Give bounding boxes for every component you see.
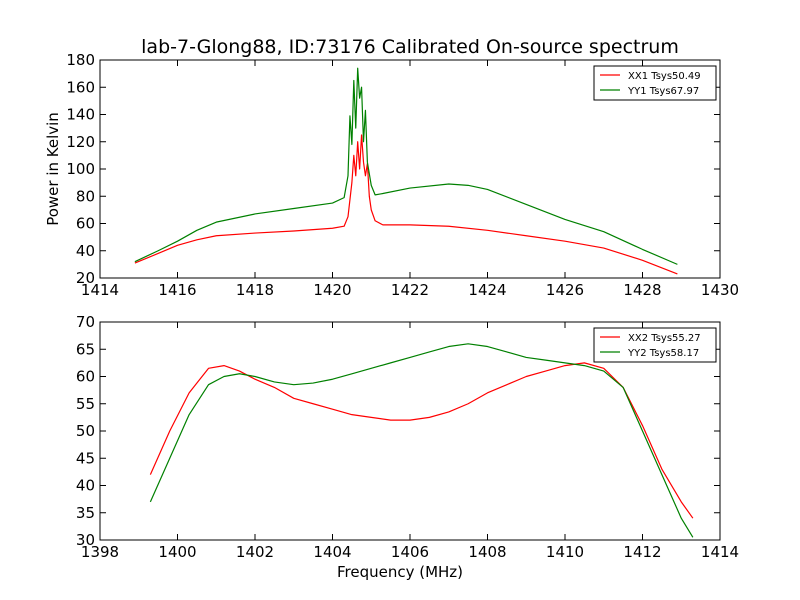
y-axis-label: Power in Kelvin (44, 112, 62, 226)
x-tick-label: 1426 (546, 281, 584, 299)
y-tick-label: 20 (76, 269, 95, 287)
x-tick-label: 1404 (313, 543, 351, 561)
y-tick-label: 35 (76, 504, 95, 522)
y-tick-label: 50 (76, 422, 95, 440)
x-tick-label: 1430 (701, 281, 739, 299)
y-tick-label: 80 (76, 187, 95, 205)
legend: XX1 Tsys50.49 YY1 Tsys67.97 (593, 65, 717, 101)
legend-entry: YY2 Tsys58.17 (627, 348, 699, 359)
top-axes: 1414 1416 1418 1420 1422 1424 1426 1428 1430 20 40… (44, 51, 739, 299)
x-tick-label: 1400 (158, 543, 196, 561)
x-tick-label: 1406 (391, 543, 429, 561)
y-tick-label: 120 (66, 133, 95, 151)
y-tick-label: 55 (76, 395, 95, 413)
legend-entry: YY1 Tsys67.97 (627, 86, 699, 97)
y-tick-label: 40 (76, 242, 95, 260)
series-line-1 (134, 134, 678, 275)
x-axis-label: Frequency (MHz) (337, 563, 463, 581)
x-tick-label: 1428 (623, 281, 661, 299)
series-line-1 (149, 362, 694, 519)
y-tick-label: 65 (76, 340, 95, 358)
y-tick-label: 45 (76, 449, 95, 467)
series-line-2 (149, 343, 694, 538)
chart-title: lab-7-Glong88, ID:73176 Calibrated On-so… (141, 36, 679, 58)
y-tick-label: 60 (76, 215, 95, 233)
x-tick-label: 1398 (81, 543, 119, 561)
x-tick-label: 1416 (158, 281, 196, 299)
legend-box (593, 327, 717, 363)
legend: XX2 Tsys55.27 YY2 Tsys58.17 (593, 327, 717, 363)
legend-box (593, 65, 717, 101)
x-tick-label: 1414 (81, 281, 119, 299)
y-tick-label: 140 (66, 106, 95, 124)
x-tick-label: 1410 (546, 543, 584, 561)
legend-entry: XX2 Tsys55.27 (628, 333, 701, 344)
y-tick-label: 30 (76, 531, 95, 549)
x-tick-label: 1414 (701, 543, 739, 561)
x-tick-label: 1424 (468, 281, 506, 299)
x-tick-label: 1422 (391, 281, 429, 299)
y-tick-label: 180 (66, 51, 95, 69)
y-tick-label: 100 (66, 160, 95, 178)
y-tick-label: 160 (66, 78, 95, 96)
x-tick-label: 1402 (236, 543, 274, 561)
bottom-axes: 1398 1400 1402 1404 1406 1408 1410 1412 1414 30 35… (76, 313, 739, 581)
y-tick-label: 40 (76, 477, 95, 495)
x-tick-label: 1408 (468, 543, 506, 561)
y-tick-label: 70 (76, 313, 95, 331)
series-line-2 (134, 67, 678, 265)
x-tick-label: 1412 (623, 543, 661, 561)
x-tick-label: 1420 (313, 281, 351, 299)
legend-entry: XX1 Tsys50.49 (628, 71, 701, 82)
y-tick-label: 60 (76, 368, 95, 386)
x-tick-label: 1418 (236, 281, 274, 299)
